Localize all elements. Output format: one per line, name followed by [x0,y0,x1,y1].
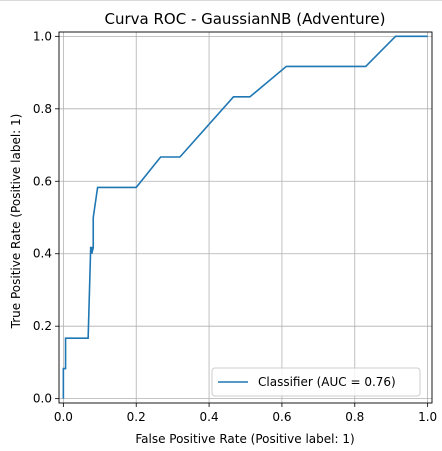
x-axis: 0.0 0.2 0.4 0.6 0.8 1.0 [54,403,437,424]
y-tick-label: 0.0 [33,392,52,406]
y-tick-label: 0.6 [33,174,52,188]
x-tick-label: 0.4 [200,410,219,424]
roc-curve-line [62,35,428,399]
y-axis: 0.0 0.2 0.4 0.6 0.8 1.0 [33,29,59,406]
plot-frame [58,31,433,404]
legend-box [211,367,421,397]
legend-entry-label: Classifier (AUC = 0.76) [258,375,396,389]
y-axis-label: True Positive Rate (Positive label: 1) [9,114,23,330]
x-tick-label: 0.8 [345,410,364,424]
chart-title: Curva ROC - GaussianNB (Adventure) [104,10,385,28]
legend: Classifier (AUC = 0.76) [211,367,421,397]
y-tick-label: 0.4 [33,247,52,261]
x-axis-label: False Positive Rate (Positive label: 1) [135,432,354,446]
y-tick-label: 1.0 [33,29,52,43]
grid [59,32,432,403]
y-tick-label: 0.8 [33,102,52,116]
x-tick-label: 1.0 [418,410,437,424]
x-tick-label: 0.0 [54,410,73,424]
x-tick-label: 0.6 [272,410,291,424]
x-tick-label: 0.2 [127,410,146,424]
y-tick-label: 0.2 [33,319,52,333]
top-border [0,0,442,1]
